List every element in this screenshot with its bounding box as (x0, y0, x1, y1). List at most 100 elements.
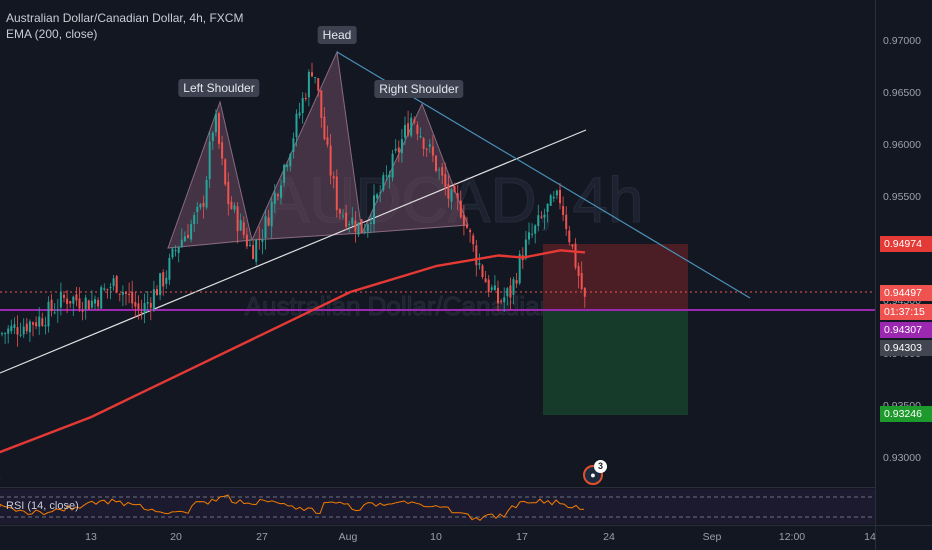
rsi-line (0, 494, 585, 521)
candle-body (242, 222, 245, 235)
candle-body (249, 245, 251, 247)
candle-body (366, 224, 369, 232)
candle-body (44, 325, 47, 327)
candle-body (497, 287, 499, 304)
candle-body (394, 148, 397, 151)
candle-body (205, 179, 208, 208)
candle-body (245, 234, 248, 247)
candle-body (87, 300, 90, 310)
candle-body (258, 238, 261, 240)
candle-body (143, 303, 146, 314)
candle-body (84, 297, 87, 310)
candle-body (78, 298, 81, 309)
time-tick-label: 12:00 (778, 531, 806, 543)
candle-body (369, 222, 372, 224)
candle-body (137, 303, 140, 310)
candle-body (537, 215, 540, 227)
take-profit-zone[interactable] (543, 311, 688, 415)
candle-body (63, 294, 65, 298)
candle-body (118, 293, 121, 295)
candle-body (357, 222, 360, 235)
candle-body (168, 257, 171, 280)
candle-body (577, 266, 580, 276)
candle-body (53, 312, 56, 314)
candle-body (211, 132, 214, 142)
candle-body (171, 248, 174, 258)
candle-body (431, 146, 434, 156)
indicator-ema-label[interactable]: EMA (200, close) (6, 27, 98, 41)
ema-200-line[interactable] (0, 249, 586, 480)
countdown-tag: 01:37:15 (880, 304, 932, 320)
candle-body (419, 136, 422, 138)
candle-body (413, 119, 416, 123)
candle-body (283, 164, 286, 183)
time-tick-label: 24 (603, 531, 615, 543)
candle-body (125, 292, 127, 294)
candle-body (233, 205, 236, 210)
candle-body (221, 142, 224, 159)
candle-body (59, 291, 62, 308)
ideas-count: 3 (594, 460, 607, 473)
candle-body (196, 206, 199, 213)
candle-body (301, 97, 304, 113)
head-label[interactable]: Head (317, 26, 357, 44)
time-tick-label: 17 (516, 531, 528, 543)
candle-body (149, 302, 152, 308)
right-shoulder-label[interactable]: Right Shoulder (374, 80, 464, 98)
candle-body (475, 245, 478, 266)
ema-value-tag: 0.94307 (880, 322, 932, 338)
candle-body (546, 203, 549, 212)
candle-body (218, 113, 220, 144)
candle-body (19, 334, 22, 336)
candle-body (382, 175, 385, 190)
candle-body (435, 155, 437, 171)
candle-body (214, 113, 217, 133)
neckline-trendline[interactable] (0, 129, 587, 374)
entry-price-tag: 0.94303 (880, 340, 932, 356)
candle-body (329, 145, 332, 176)
candle-body (469, 229, 472, 233)
candle-body (320, 90, 323, 118)
candle-body (506, 288, 509, 297)
candle-body (388, 174, 391, 177)
candle-body (289, 153, 292, 167)
candle-body (524, 239, 527, 259)
candle-body (280, 185, 282, 198)
candle-body (286, 165, 289, 168)
candle-body (568, 230, 571, 243)
price-tick-label: 0.96000 (883, 138, 921, 151)
ideas-icon: ● (590, 470, 596, 480)
candle-body (140, 311, 143, 313)
stop-loss-zone[interactable] (543, 244, 688, 311)
candle-body (484, 278, 487, 283)
candle-body (311, 72, 313, 77)
candle-body (183, 236, 186, 242)
candle-body (146, 302, 149, 304)
candle-body (404, 125, 406, 138)
candle-body (326, 137, 329, 145)
time-tick-label: 14 (864, 531, 876, 543)
candle-body (208, 141, 211, 180)
rsi-legend[interactable]: RSI (14, close) (6, 500, 79, 512)
candle-body (342, 215, 344, 217)
candle-body (174, 250, 177, 252)
left-shoulder-label[interactable]: Left Shoulder (178, 79, 260, 97)
symbol-title[interactable]: Australian Dollar/Canadian Dollar, 4h, F… (6, 11, 244, 25)
candle-body (379, 192, 382, 194)
candle-body (131, 291, 134, 304)
candle-body (348, 223, 351, 225)
candle-body (295, 113, 298, 138)
candle-body (41, 318, 44, 326)
candle-body (273, 192, 276, 204)
candle-body (66, 298, 69, 304)
time-tick-label: 10 (430, 531, 442, 543)
candle-body (252, 245, 255, 260)
candle-body (580, 272, 583, 289)
candle-body (385, 175, 388, 177)
candle-body (552, 196, 555, 199)
candle-body (373, 195, 375, 225)
candle-body (555, 190, 558, 196)
candle-body (338, 209, 341, 214)
candle-body (22, 326, 25, 335)
